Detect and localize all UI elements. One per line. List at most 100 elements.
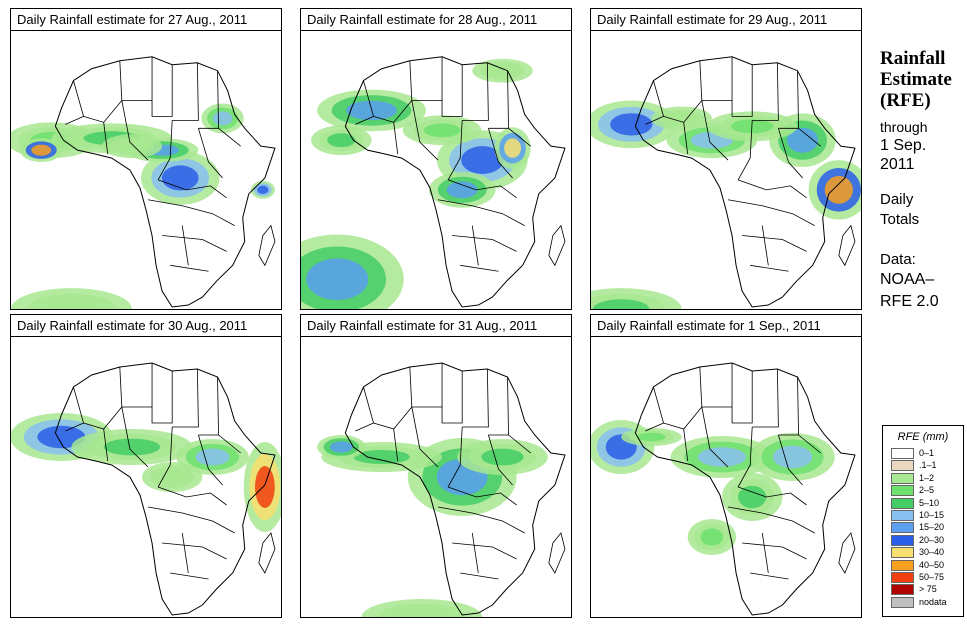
africa-coastline	[344, 56, 566, 308]
legend-swatch	[891, 460, 914, 472]
country-border	[162, 542, 227, 560]
country-border	[411, 100, 439, 161]
rainfall-blob	[610, 113, 653, 136]
country-border	[645, 80, 665, 125]
legend-swatch	[891, 547, 914, 559]
country-border	[727, 199, 815, 226]
country-border	[170, 264, 209, 272]
country-border	[218, 127, 241, 147]
legend-swatch	[891, 448, 914, 459]
country-border	[737, 179, 807, 199]
legend-label: 15–20	[919, 522, 945, 533]
map-svg	[591, 56, 861, 309]
country-border	[411, 56, 443, 101]
africa-coastline	[344, 362, 566, 616]
rainfall-blob	[257, 185, 269, 195]
country-border	[437, 199, 525, 226]
country-border	[460, 572, 499, 580]
country-border	[393, 122, 399, 155]
rainfall-blob	[772, 445, 813, 469]
madagascar-outline	[258, 532, 276, 574]
rainfall-map	[301, 337, 571, 617]
country-border	[147, 506, 235, 534]
country-border	[778, 434, 803, 486]
country-border	[181, 225, 189, 266]
data-label: Data:	[880, 251, 916, 268]
country-border	[731, 64, 753, 117]
rainfall-blob	[461, 146, 504, 174]
country-border	[508, 434, 531, 454]
country-border	[460, 264, 499, 272]
country-border	[172, 368, 199, 428]
country-border	[437, 506, 525, 534]
map-panel-30-aug: Daily Rainfall estimate for 30 Aug., 201…	[10, 314, 282, 618]
country-border	[742, 235, 807, 252]
legend-label: 30–40	[919, 547, 945, 558]
side-title-line: Rainfall	[880, 48, 946, 69]
panel-title: Daily Rainfall estimate for 28 Aug., 201…	[301, 9, 571, 31]
legend-label: 50–75	[919, 572, 945, 582]
legend-swatch	[891, 485, 914, 497]
rainfall-blob	[824, 175, 853, 204]
country-border	[737, 486, 807, 506]
rainfall-blob	[212, 111, 233, 126]
map-svg	[11, 362, 281, 616]
rainfall-blob	[117, 140, 146, 152]
africa-coastline	[634, 362, 856, 616]
side-title-line: (RFE)	[880, 90, 931, 111]
panel-title: Daily Rainfall estimate for 30 Aug., 201…	[11, 315, 281, 337]
legend-swatch	[891, 534, 914, 546]
map-svg	[591, 362, 856, 616]
country-border	[701, 100, 729, 161]
rainfall-map	[301, 31, 571, 309]
legend-label: 5–10	[919, 497, 940, 508]
legend-label: > 75	[919, 584, 937, 595]
country-border	[411, 406, 439, 468]
country-border	[727, 506, 815, 534]
country-border	[742, 542, 807, 560]
legend-label: nodata	[919, 596, 947, 607]
map-panel-29-aug: Daily Rainfall estimate for 29 Aug., 201…	[590, 8, 862, 310]
country-border	[452, 542, 517, 560]
country-border	[701, 406, 729, 468]
rainfall-blob	[393, 608, 451, 617]
country-border	[761, 532, 769, 574]
country-border	[488, 376, 509, 436]
rainfall-blob	[195, 448, 230, 466]
rainfall-blob	[327, 133, 356, 148]
source-line1: NOAA–	[880, 271, 935, 288]
map-svg	[317, 362, 566, 617]
country-border	[798, 434, 821, 454]
country-border	[471, 532, 479, 574]
rainfall-blob	[787, 127, 819, 153]
country-border	[373, 60, 413, 123]
country-border	[752, 62, 779, 121]
rainfall-blob	[700, 528, 724, 546]
rainfall-map	[11, 31, 281, 309]
legend-swatch	[891, 596, 914, 608]
map-panel-27-aug: Daily Rainfall estimate for 27 Aug., 201…	[10, 8, 282, 310]
country-border	[798, 127, 821, 147]
country-border	[151, 64, 173, 117]
legend-swatch	[891, 584, 914, 596]
country-border	[411, 363, 443, 408]
panel-title: Daily Rainfall estimate for 31 Aug., 201…	[301, 315, 571, 337]
end-date-line1: 1 Sep.	[880, 137, 927, 154]
rainfall-blob	[255, 466, 275, 508]
country-border	[750, 264, 789, 272]
country-border	[462, 368, 489, 428]
madagascar-outline	[258, 224, 276, 267]
rainfall-blob	[488, 65, 517, 77]
country-border	[462, 62, 489, 121]
map-panel-28-aug: Daily Rainfall estimate for 28 Aug., 201…	[300, 8, 572, 310]
rainfall-blob	[504, 138, 522, 158]
country-border	[447, 120, 463, 181]
country-border	[157, 120, 173, 181]
country-border	[170, 572, 209, 580]
rainfall-blob	[697, 447, 746, 467]
panel-title: Daily Rainfall estimate for 27 Aug., 201…	[11, 9, 281, 31]
country-border	[157, 486, 227, 506]
country-border	[151, 371, 173, 424]
rainfall-blob	[306, 258, 369, 301]
country-border	[452, 235, 517, 252]
